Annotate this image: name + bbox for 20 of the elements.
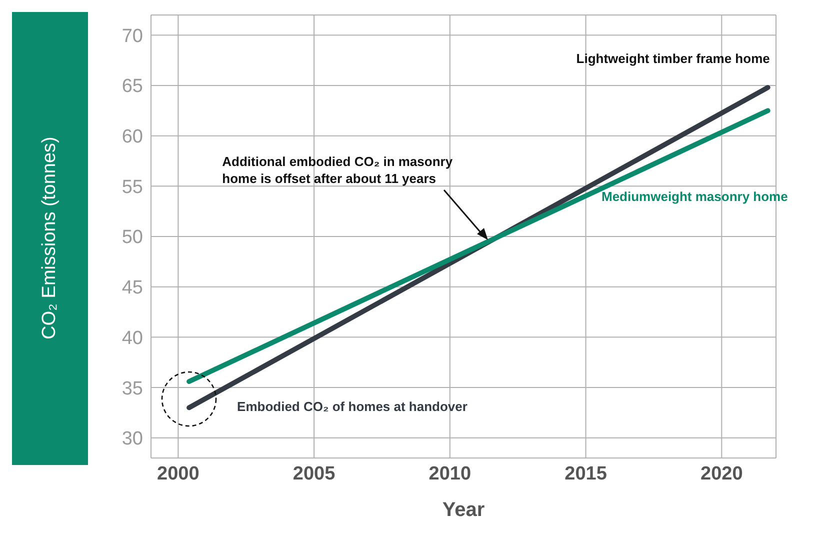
series-label: Lightweight timber frame home [576,51,770,66]
x-axis-title: Year [442,499,485,521]
x-tick-label: 2015 [564,463,608,484]
y-tick-label: 60 [122,126,143,148]
y-axis-title: CO₂ Emissions (tonnes) [39,136,61,340]
y-tick-label: 65 [122,76,143,98]
y-tick-label: 45 [122,278,143,299]
y-tick-label: 30 [122,428,143,450]
x-tick-label: 2020 [700,463,743,484]
annotation: Embodied CO₂ of homes at handover [237,398,468,414]
x-tick-label: 2005 [292,463,336,484]
x-tick-label: 2010 [428,463,472,484]
y-tick-label: 50 [122,227,143,248]
annotation: Additional embodied CO₂ in masonry home is offset after about 11 years [222,152,454,187]
x-tick-label: 2000 [157,463,200,484]
y-tick-label: 35 [122,378,143,400]
series-label: Mediumweight masonry home [601,188,788,204]
y-tick-label: 40 [122,328,143,349]
y-tick-label: 55 [122,176,143,198]
y-tick-label: 70 [122,26,143,47]
